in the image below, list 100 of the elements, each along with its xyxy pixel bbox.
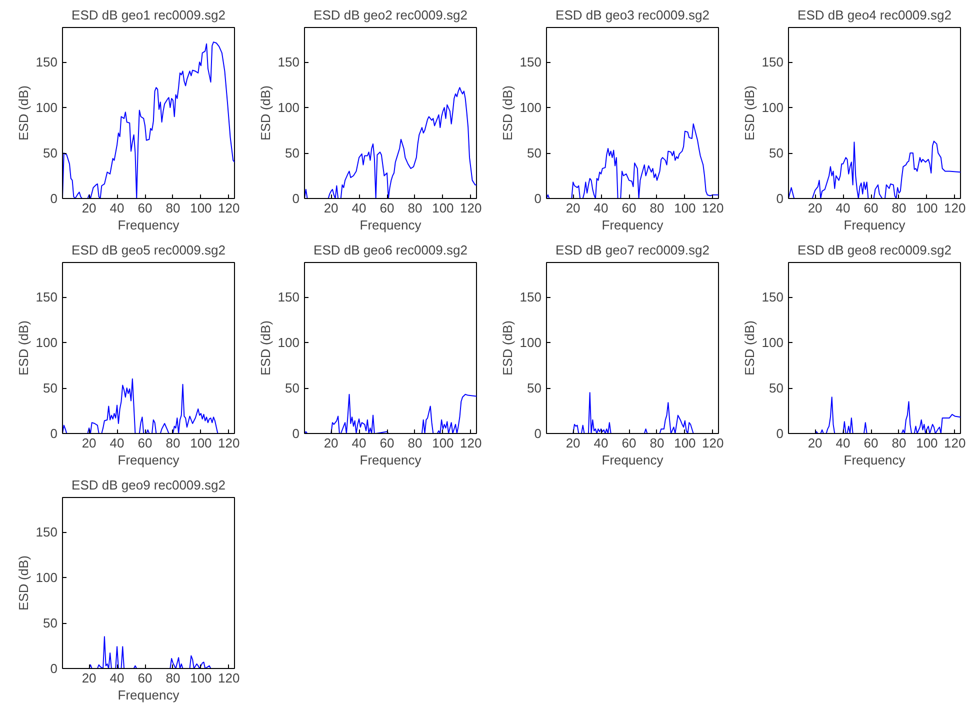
y-tick-label: 100 bbox=[36, 570, 58, 586]
chart-title: ESD dB geo2 rec0009.sg2 bbox=[314, 8, 468, 22]
x-tick-label: 60 bbox=[864, 436, 878, 450]
x-tick-label: 100 bbox=[190, 670, 212, 686]
y-tick-label: 150 bbox=[762, 54, 784, 70]
y-tick-label: 0 bbox=[534, 191, 542, 206]
x-tick-label: 20 bbox=[82, 200, 96, 216]
y-tick-label: 0 bbox=[292, 191, 300, 206]
y-tick-label: 50 bbox=[43, 146, 58, 161]
x-tick-label: 120 bbox=[702, 200, 724, 216]
y-tick-label: 150 bbox=[278, 290, 300, 305]
x-tick-label: 100 bbox=[674, 436, 696, 450]
x-tick-label: 40 bbox=[110, 670, 124, 686]
x-tick-label: 20 bbox=[82, 670, 96, 686]
x-tick-label: 80 bbox=[650, 436, 664, 450]
x-axis-title: Frequency bbox=[118, 688, 180, 702]
x-tick-label: 120 bbox=[702, 436, 724, 450]
x-tick-label: 40 bbox=[836, 200, 850, 216]
y-tick-label: 50 bbox=[527, 380, 542, 396]
x-tick-label: 120 bbox=[944, 436, 966, 450]
x-tick-label: 40 bbox=[110, 436, 124, 450]
y-tick-label: 150 bbox=[278, 54, 300, 70]
x-tick-label: 40 bbox=[352, 200, 366, 216]
y-tick-label: 50 bbox=[285, 380, 300, 396]
y-tick-label: 100 bbox=[278, 335, 300, 350]
x-tick-label: 100 bbox=[916, 436, 938, 450]
x-tick-label: 80 bbox=[166, 670, 180, 686]
y-tick-label: 100 bbox=[762, 335, 784, 350]
y-axis-title: ESD (dB) bbox=[16, 86, 31, 140]
x-tick-label: 80 bbox=[892, 200, 906, 216]
y-tick-label: 100 bbox=[520, 335, 542, 350]
y-tick-label: 150 bbox=[520, 290, 542, 305]
y-tick-label: 0 bbox=[50, 661, 58, 676]
x-tick-label: 40 bbox=[352, 436, 366, 450]
x-tick-label: 20 bbox=[82, 436, 96, 450]
x-tick-label: 100 bbox=[190, 200, 212, 216]
x-tick-label: 80 bbox=[650, 200, 664, 216]
y-tick-label: 50 bbox=[769, 146, 784, 161]
y-axis-title: ESD (dB) bbox=[742, 86, 757, 140]
x-axis-title: Frequency bbox=[360, 452, 422, 468]
y-tick-label: 50 bbox=[285, 146, 300, 161]
chart-title: ESD dB geo8 rec0009.sg2 bbox=[798, 242, 952, 258]
y-tick-label: 50 bbox=[769, 380, 784, 396]
y-tick-label: 50 bbox=[43, 380, 58, 396]
x-tick-label: 20 bbox=[808, 436, 822, 450]
y-tick-label: 100 bbox=[762, 100, 784, 116]
x-tick-label: 60 bbox=[138, 436, 152, 450]
y-axis-title: ESD (dB) bbox=[16, 556, 31, 610]
x-tick-label: 100 bbox=[916, 200, 938, 216]
x-tick-label: 120 bbox=[460, 200, 482, 216]
y-tick-label: 150 bbox=[36, 54, 58, 70]
x-tick-label: 120 bbox=[218, 436, 240, 450]
x-tick-label: 60 bbox=[864, 200, 878, 216]
x-tick-label: 80 bbox=[166, 436, 180, 450]
x-tick-label: 120 bbox=[944, 200, 966, 216]
x-tick-label: 60 bbox=[138, 670, 152, 686]
x-tick-label: 20 bbox=[566, 436, 580, 450]
x-axis-title: Frequency bbox=[118, 452, 180, 468]
y-tick-label: 100 bbox=[278, 100, 300, 116]
y-tick-label: 0 bbox=[776, 191, 784, 206]
y-tick-label: 100 bbox=[36, 100, 58, 116]
x-tick-label: 60 bbox=[380, 200, 394, 216]
x-tick-label: 40 bbox=[110, 200, 124, 216]
x-tick-label: 100 bbox=[190, 436, 212, 450]
y-tick-label: 0 bbox=[776, 426, 784, 441]
x-tick-label: 120 bbox=[218, 200, 240, 216]
y-axis-title: ESD (dB) bbox=[500, 86, 515, 140]
x-tick-label: 100 bbox=[674, 200, 696, 216]
x-axis-title: Frequency bbox=[844, 218, 906, 232]
y-tick-label: 0 bbox=[292, 426, 300, 441]
x-axis-title: Frequency bbox=[118, 218, 180, 232]
x-tick-label: 40 bbox=[594, 436, 608, 450]
y-tick-label: 0 bbox=[534, 426, 542, 441]
y-axis-title: ESD (dB) bbox=[16, 320, 31, 376]
chart-title: ESD dB geo3 rec0009.sg2 bbox=[556, 8, 710, 22]
y-tick-label: 150 bbox=[762, 290, 784, 305]
x-tick-label: 40 bbox=[594, 200, 608, 216]
x-tick-label: 120 bbox=[460, 436, 482, 450]
x-axis-title: Frequency bbox=[844, 452, 906, 468]
chart-title: ESD dB geo4 rec0009.sg2 bbox=[798, 8, 952, 22]
x-tick-label: 20 bbox=[324, 200, 338, 216]
x-axis-title: Frequency bbox=[360, 218, 422, 232]
x-axis-title: Frequency bbox=[602, 218, 664, 232]
x-tick-label: 40 bbox=[836, 436, 850, 450]
x-tick-label: 20 bbox=[808, 200, 822, 216]
y-tick-label: 150 bbox=[36, 290, 58, 305]
y-tick-label: 50 bbox=[43, 616, 58, 631]
x-tick-label: 60 bbox=[380, 436, 394, 450]
y-axis-title: ESD (dB) bbox=[742, 320, 757, 376]
y-tick-label: 150 bbox=[36, 524, 58, 540]
x-tick-label: 20 bbox=[324, 436, 338, 450]
x-tick-label: 100 bbox=[432, 436, 454, 450]
y-tick-label: 100 bbox=[36, 335, 58, 350]
chart-title: ESD dB geo5 rec0009.sg2 bbox=[72, 242, 226, 258]
y-tick-label: 150 bbox=[520, 54, 542, 70]
y-axis-title: ESD (dB) bbox=[258, 86, 273, 140]
chart-title: ESD dB geo6 rec0009.sg2 bbox=[314, 242, 468, 258]
x-tick-label: 120 bbox=[218, 670, 240, 686]
x-tick-label: 80 bbox=[408, 436, 422, 450]
chart-title: ESD dB geo9 rec0009.sg2 bbox=[72, 478, 226, 492]
